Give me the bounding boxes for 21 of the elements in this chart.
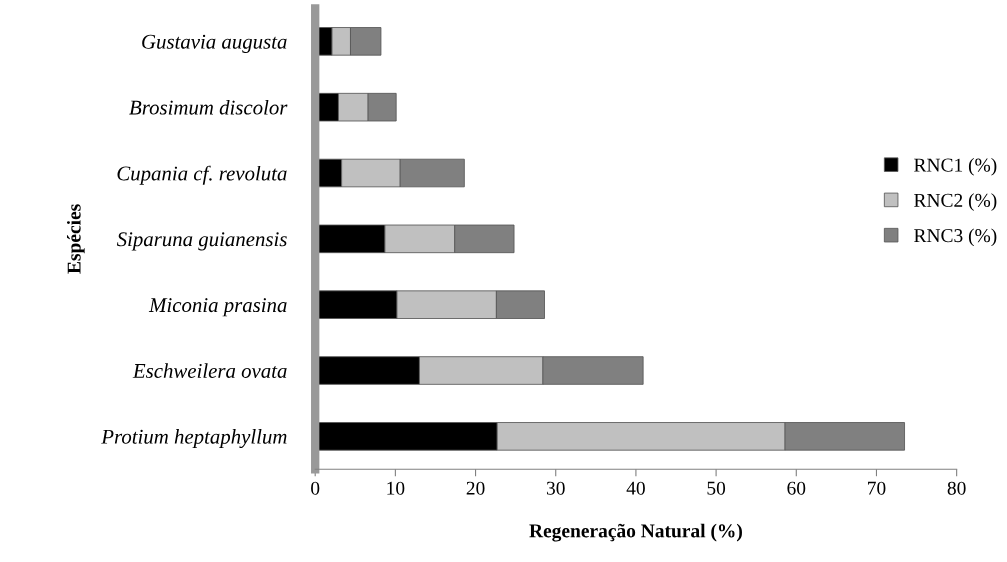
y-tick-label: Protium heptaphyllum [101, 429, 287, 449]
x-axis-title: Regeneração Natural (%) [529, 523, 742, 542]
x-tick-label: 50 [707, 481, 726, 495]
y-tick-label: Miconia prasina [148, 298, 287, 317]
legend-label: RNC3 (%) [914, 228, 997, 247]
legend-label: RNC1 (%) [914, 157, 997, 176]
y-tick-label: Gustavia augusta [142, 34, 287, 54]
y-axis-title: Espécies [66, 204, 85, 274]
y-tick-label: Cupania cf. revoluta [117, 165, 287, 185]
legend-label: RNC2 (%) [914, 193, 997, 211]
x-tick-label: 0 [311, 481, 320, 495]
x-tick-label: 30 [546, 481, 565, 495]
x-tick-label: 70 [868, 481, 886, 495]
x-tick-label: 20 [466, 481, 485, 495]
y-tick-label: Siparuna guianensis [116, 232, 287, 251]
x-tick-label: 10 [387, 481, 405, 495]
x-tick-label: 40 [626, 481, 645, 495]
x-tick-label: 80 [947, 481, 966, 495]
y-tick-label: Eschweilera ovata [132, 363, 287, 378]
x-tick-label: 60 [787, 481, 806, 495]
y-tick-label: Brosimum discolor [129, 99, 288, 115]
